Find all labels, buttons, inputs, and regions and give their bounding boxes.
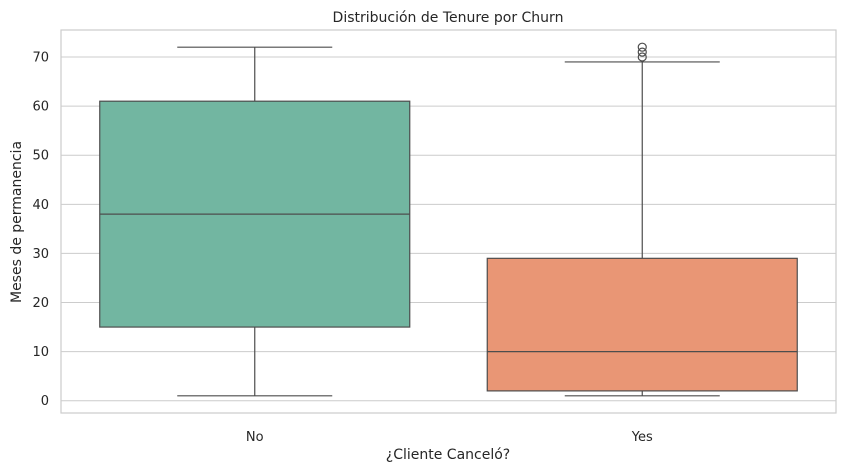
box-no — [99, 46, 411, 397]
y-tick-label: 60 — [32, 100, 49, 115]
x-tick-label: No — [246, 430, 264, 445]
y-tick-label: 40 — [32, 198, 49, 213]
y-tick-labels: 0 10 20 30 40 50 60 70 — [32, 51, 49, 410]
y-tick-label: 0 — [41, 394, 49, 409]
outlier-point — [637, 47, 647, 57]
y-axis-label: Meses de permanencia — [9, 141, 25, 303]
x-axis-label: ¿Cliente Canceló? — [386, 447, 510, 463]
chart-title: Distribución de Tenure por Churn — [333, 10, 564, 26]
outlier-point — [637, 52, 647, 62]
y-tick-label: 20 — [32, 296, 49, 311]
outlier-point — [637, 42, 647, 52]
y-tick-label: 10 — [32, 345, 49, 360]
y-tick-label: 70 — [32, 51, 49, 66]
box-yes — [486, 42, 798, 397]
y-tick-label: 30 — [32, 247, 49, 262]
x-tick-label: Yes — [631, 430, 653, 445]
x-tick-labels: No Yes — [246, 430, 653, 445]
y-tick-label: 50 — [32, 149, 49, 164]
box-iqr — [486, 257, 798, 392]
box-plots — [99, 42, 798, 397]
